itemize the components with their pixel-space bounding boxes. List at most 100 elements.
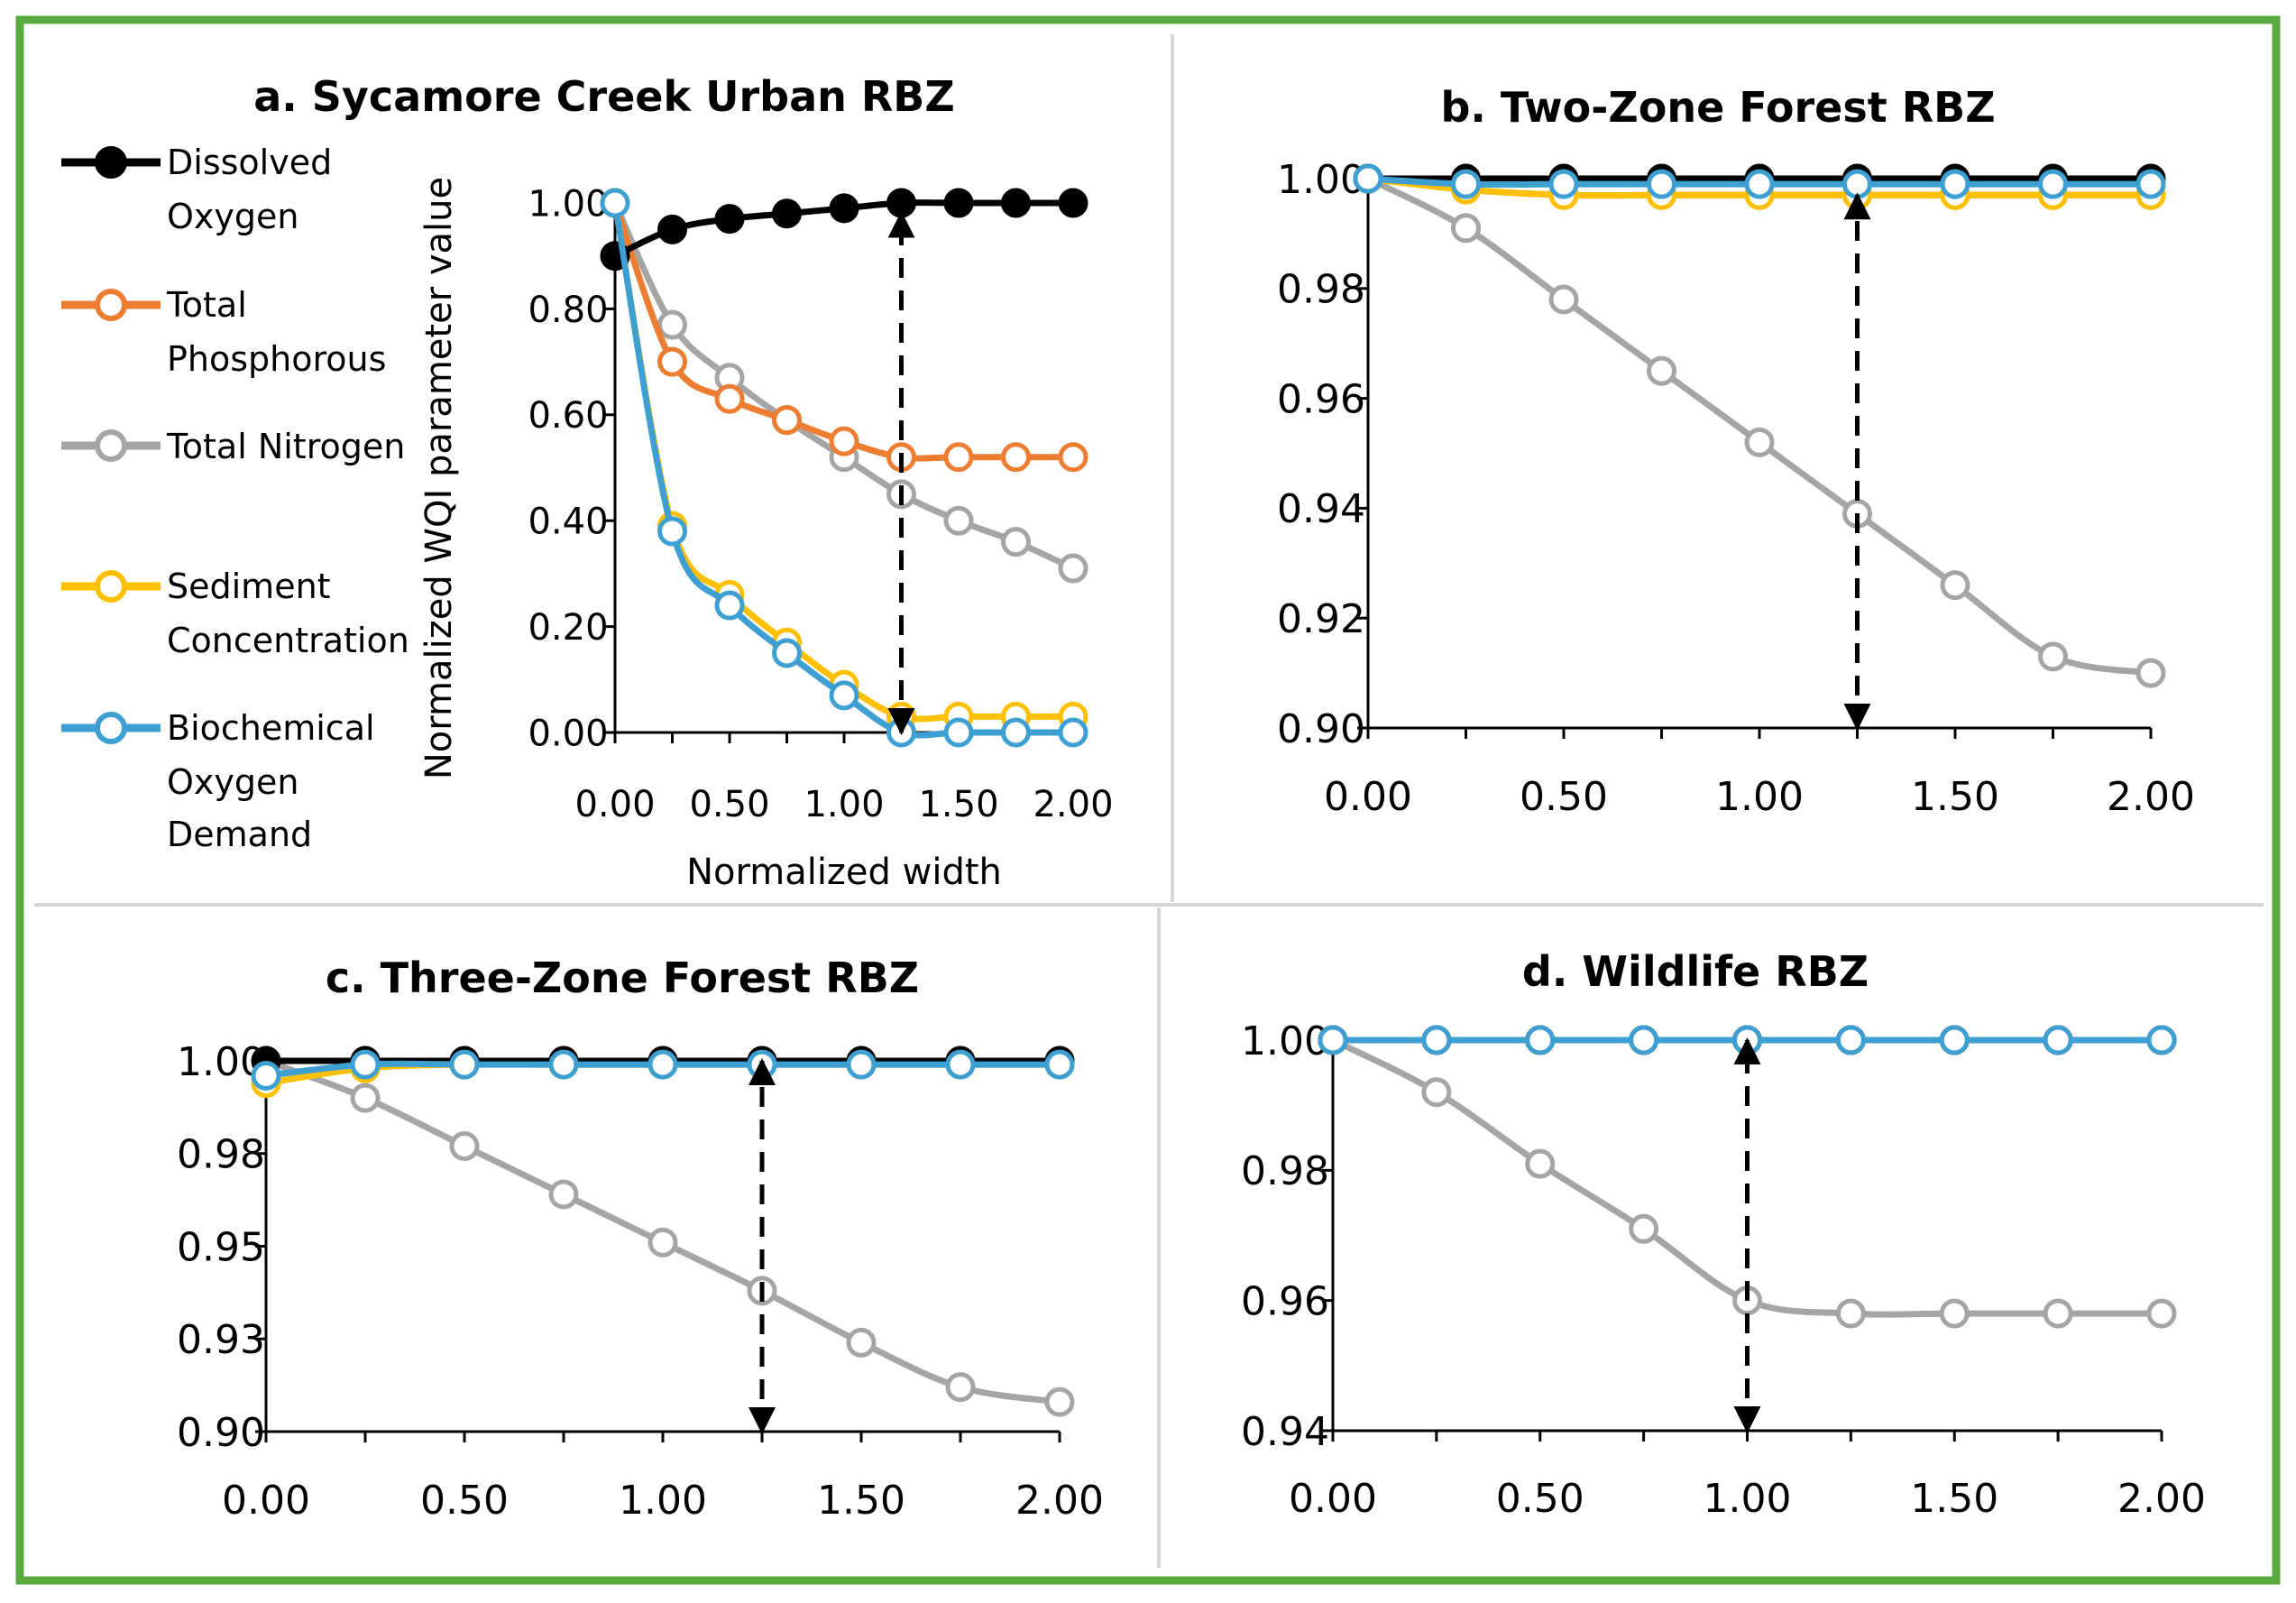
panel-c-point-total-nitrogen (846, 1327, 877, 1358)
legend-item-biochemical-oxygen-demand: Biochemical Oxygen Demand (61, 708, 375, 854)
panel-d-point-biochemical-oxygen-demand (1629, 1025, 1659, 1055)
panel-c-y-tick-label: 0.95 (177, 1224, 265, 1270)
panel-b-point-total-nitrogen (2135, 658, 2166, 688)
panel-d-point-biochemical-oxygen-demand (1835, 1025, 1866, 1055)
panel-a-plot: 0.00 0.20 0.40 0.60 0.80 1.00 0.00 0.50 1.00 1.50… (528, 183, 1113, 825)
panel-d-x-tick-label: 1.00 (1704, 1476, 1792, 1522)
panel-a-x-tick-label: 0.50 (689, 784, 769, 825)
panel-b-point-biochemical-oxygen-demand (1353, 163, 1383, 194)
panel-d-point-total-nitrogen (2043, 1298, 2073, 1329)
panel-a-y-tick-label: 0.80 (528, 290, 608, 331)
panel-c-series-total-nitrogen (251, 1046, 1075, 1417)
panel-c-title: c. Three-Zone Forest RBZ (326, 954, 919, 1002)
panel-a-xlabel: Normalized width (686, 852, 1002, 893)
panel-a-point-total-nitrogen (657, 309, 687, 340)
panel-d-title: d. Wildlife RBZ (1522, 947, 1869, 996)
legend-label-total-phosphorous: Total Phosphorous (166, 285, 386, 379)
panel-c-point-biochemical-oxygen-demand (945, 1049, 976, 1080)
panel-b-point-biochemical-oxygen-demand (1842, 169, 1872, 199)
panel-d-point-total-nitrogen (1421, 1077, 1452, 1108)
panel-b-point-total-nitrogen (2038, 641, 2068, 672)
panel-a-series-dissolved-oxygen (600, 188, 1088, 272)
panel-d-point-biochemical-oxygen-demand (1939, 1025, 1970, 1055)
panel-d-plot: 0.94 0.96 0.98 1.00 0.00 0.50 1.00 1.50 2.00 (1241, 1018, 2206, 1522)
panel-a-point-dissolved-oxygen (714, 204, 745, 235)
panel-d-x-tick-label: 0.00 (1289, 1476, 1377, 1522)
panel-a-point-biochemical-oxygen-demand (943, 717, 974, 748)
panel-b-point-total-nitrogen (1647, 355, 1676, 386)
panel-c-point-biochemical-oxygen-demand (449, 1049, 480, 1080)
panel-b-series-total-nitrogen (1353, 163, 2166, 688)
panel-a-point-total-phosphorous (657, 346, 687, 377)
panel-b-y-tick-label: 1.00 (1277, 157, 1365, 203)
panel-a-point-biochemical-oxygen-demand (714, 590, 745, 621)
panel-c-series-biochemical-oxygen-demand (251, 1049, 1075, 1091)
panel-c-point-total-nitrogen (945, 1372, 976, 1403)
panel-d-y-tick-label: 0.98 (1241, 1148, 1329, 1194)
legend-label-line: Demand (167, 815, 312, 854)
panel-d-point-total-nitrogen (1939, 1298, 1970, 1329)
panel-a-x-tick-label: 2.00 (1033, 784, 1113, 825)
panel-c-point-total-nitrogen (449, 1131, 480, 1162)
panel-a-point-biochemical-oxygen-demand (600, 188, 630, 218)
panel-b-plot: 0.90 0.92 0.94 0.96 0.98 1.00 0.00 0.50 1.00 1.50… (1277, 157, 2195, 820)
legend-item-total-nitrogen: Total Nitrogen (61, 427, 405, 466)
panel-b-point-total-nitrogen (1744, 427, 1775, 457)
panel-d-y-tick-label: 0.96 (1241, 1279, 1329, 1325)
panel-b-point-biochemical-oxygen-demand (1647, 169, 1676, 199)
panel-a-point-total-phosphorous (829, 426, 859, 456)
panel-a-ylabel: Normalized WQI parameter value (418, 177, 460, 779)
legend-marker-biochemical-oxygen-demand (95, 712, 127, 744)
panel-b-point-biochemical-oxygen-demand (1451, 169, 1481, 199)
legend-label-line: Sediment (167, 567, 331, 606)
panel-a-point-total-nitrogen (1058, 553, 1088, 584)
legend-marker-total-nitrogen (95, 429, 127, 462)
panel-d-x-tick-label: 1.50 (1910, 1476, 1998, 1522)
panel-a-title: a. Sycamore Creek Urban RBZ (253, 72, 954, 121)
panel-a-point-dissolved-oxygen (1058, 188, 1088, 218)
legend-item-dissolved-oxygen: Dissolved Oxygen (61, 143, 332, 236)
panel-c-point-total-nitrogen (1044, 1387, 1075, 1417)
panel-d-point-biochemical-oxygen-demand (2043, 1025, 2073, 1055)
panel-a-point-biochemical-oxygen-demand (829, 680, 859, 711)
legend-marker-total-phosphorous (95, 289, 127, 321)
panel-b-y-tick-label: 0.94 (1277, 486, 1365, 532)
panel-b-point-biochemical-oxygen-demand (2038, 169, 2068, 199)
legend-item-total-phosphorous: Total Phosphorous (61, 285, 386, 379)
panel-c-y-tick-label: 0.98 (177, 1132, 265, 1178)
legend-label-line: Oxygen (167, 197, 298, 236)
panel-b-point-biochemical-oxygen-demand (1940, 169, 1970, 199)
panel-b-x-tick-label: 1.50 (1911, 774, 1999, 820)
panel-c-point-total-nitrogen (350, 1082, 381, 1113)
panel-c-plot: 0.90 0.93 0.95 0.98 1.00 0.00 0.50 1.00 1.50 2.00 (177, 1039, 1104, 1524)
legend-label-line: Total (166, 285, 247, 325)
panel-d-point-biochemical-oxygen-demand (1421, 1025, 1452, 1055)
legend-label-biochemical-oxygen-demand: Biochemical Oxygen Demand (167, 708, 375, 854)
legend: Dissolved Oxygen Total Phosphorous Total N… (61, 143, 409, 854)
panel-a-x-tick-label: 0.00 (574, 784, 655, 825)
panel-c-y-tick-label: 0.90 (177, 1410, 265, 1456)
panel-a-point-total-nitrogen (943, 505, 974, 536)
panel-c-x-tick-label: 1.00 (619, 1478, 707, 1524)
panel-d-point-total-nitrogen (1525, 1148, 1556, 1179)
panel-a-point-dissolved-oxygen (772, 198, 802, 229)
panel-c-x-tick-label: 0.00 (222, 1478, 310, 1524)
panel-a-y-tick-label: 0.40 (528, 502, 608, 543)
panel-a-point-total-phosphorous (714, 383, 745, 414)
panel-d-point-biochemical-oxygen-demand (2146, 1025, 2177, 1055)
panel-a-y-tick-label: 0.60 (528, 395, 608, 437)
panel-b-x-tick-label: 0.50 (1520, 774, 1608, 820)
panel-b-y-tick-label: 0.90 (1277, 706, 1365, 752)
panel-b-point-total-nitrogen (1548, 284, 1579, 315)
legend-label-line: Concentration (167, 621, 409, 660)
legend-label-dissolved-oxygen: Dissolved Oxygen (167, 143, 332, 236)
panel-d-point-biochemical-oxygen-demand (1318, 1025, 1348, 1055)
panel-d-point-total-nitrogen (1835, 1298, 1866, 1329)
panel-b-series-line-total-nitrogen (1366, 175, 2152, 677)
legend-label-line: Biochemical (167, 708, 375, 748)
panel-d-point-biochemical-oxygen-demand (1525, 1025, 1556, 1055)
panel-b-x-tick-label: 1.00 (1715, 774, 1804, 820)
panel-c-y-tick-label: 0.93 (177, 1317, 265, 1363)
panel-b-x-tick-label: 2.00 (2107, 774, 2195, 820)
